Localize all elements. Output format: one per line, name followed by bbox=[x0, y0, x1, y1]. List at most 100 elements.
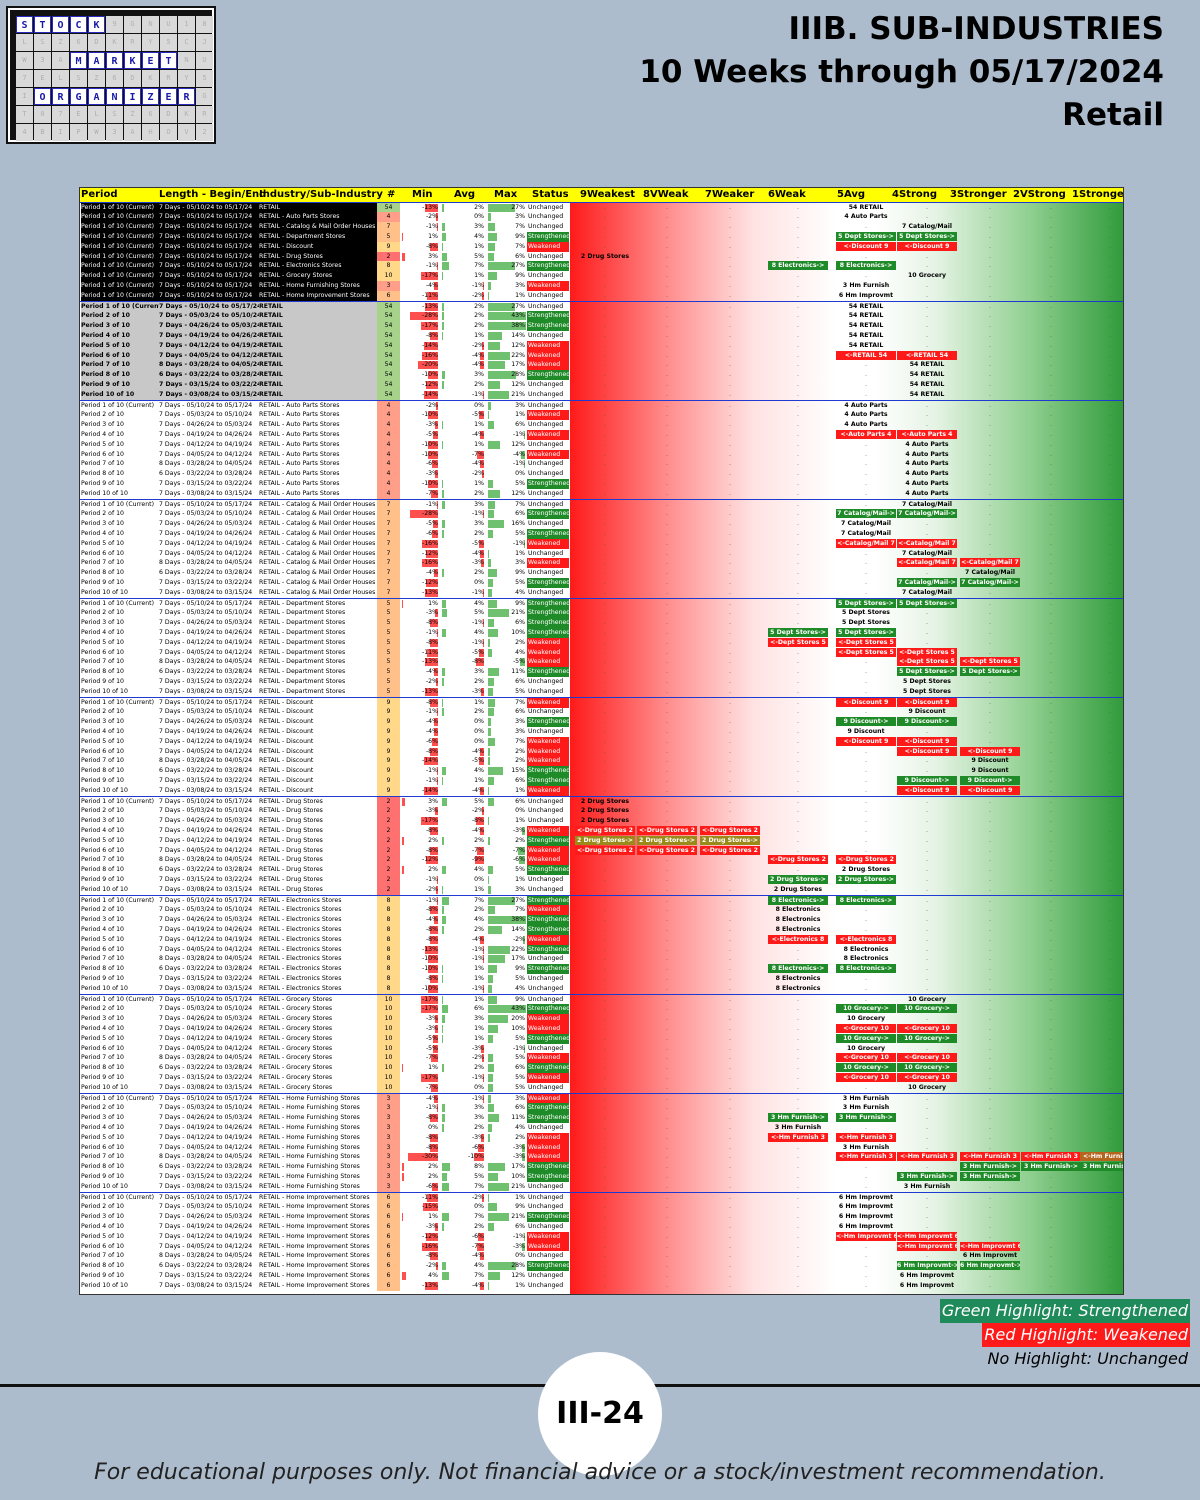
cell-per: Period 4 of 10 bbox=[81, 1024, 124, 1032]
level-dot: . bbox=[989, 717, 991, 725]
status-cell: Weakened bbox=[527, 281, 569, 292]
level-dot: . bbox=[865, 381, 867, 389]
cell-len: 7 Days - 03/08/24 to 03/15/24 bbox=[159, 1084, 253, 1092]
level-dot: . bbox=[1109, 402, 1111, 409]
cell-max: 14% bbox=[486, 925, 527, 935]
value-bar bbox=[488, 915, 526, 924]
level-dot: . bbox=[797, 1202, 799, 1210]
level-dot: . bbox=[926, 955, 928, 963]
cell-max: 2% bbox=[486, 1133, 527, 1143]
level-dot: . bbox=[666, 668, 668, 676]
level-dot: . bbox=[604, 1103, 606, 1111]
cell-max: -3% bbox=[512, 1242, 525, 1251]
status-cell: Weakened bbox=[527, 786, 569, 796]
value-bar bbox=[488, 757, 490, 766]
status-cell: Strengthened bbox=[527, 310, 569, 321]
cell-len: 7 Days - 04/12/24 to 04/19/24 bbox=[159, 539, 253, 547]
cell-avg: 2% bbox=[440, 1123, 486, 1133]
level-dot: . bbox=[926, 608, 928, 616]
cell-per: Period 1 of 10 (Current) bbox=[81, 211, 159, 222]
level-dot: . bbox=[989, 985, 991, 993]
level-dot: . bbox=[797, 589, 799, 597]
level-dot: . bbox=[666, 1153, 668, 1161]
cell-num: 5 bbox=[377, 647, 400, 658]
value-bar bbox=[435, 1222, 438, 1231]
table-row: Period 1 of 10 (Current) 7 Days - 05/10/2… bbox=[80, 697, 1123, 708]
status-cell: Weakened bbox=[527, 756, 569, 767]
cell-ind: RETAIL - Home Improvement Stores bbox=[259, 1282, 370, 1290]
level-dot: . bbox=[989, 618, 991, 626]
level-dot: . bbox=[604, 1034, 606, 1042]
level-dot: . bbox=[1109, 707, 1111, 715]
level-dot: . bbox=[865, 846, 867, 854]
table-row: Period 2 of 10 7 Days - 05/03/24 to 05/10… bbox=[80, 1003, 1123, 1014]
level-dot: . bbox=[797, 579, 799, 587]
value-bar bbox=[479, 757, 484, 766]
level-dot: . bbox=[1109, 569, 1111, 577]
level-dot: . bbox=[729, 806, 731, 814]
table-row: Period 5 of 10 7 Days - 04/12/24 to 04/19… bbox=[80, 1033, 1123, 1044]
level-dot: . bbox=[729, 282, 731, 290]
level-dot: . bbox=[729, 430, 731, 438]
level-dot: . bbox=[989, 311, 991, 319]
cell-per: Period 2 of 10 bbox=[81, 1004, 124, 1012]
cell-avg: -7% bbox=[471, 450, 484, 459]
strength-tag: <-Discount 9 bbox=[836, 241, 896, 251]
table-row: Period 1 of 10 (Current) 7 Days - 05/10/2… bbox=[80, 231, 1123, 242]
logo-cell: D bbox=[88, 34, 105, 51]
level-dot: . bbox=[989, 699, 991, 706]
strength-tag: 2 Drug Stores-> bbox=[700, 835, 760, 845]
level-dot: . bbox=[865, 341, 867, 349]
cell-min: -12% bbox=[422, 381, 438, 390]
level-dot: . bbox=[797, 1153, 799, 1161]
level-dot: . bbox=[1050, 826, 1052, 834]
level-dot: . bbox=[1050, 1202, 1052, 1210]
cell-per: Period 1 of 10 (Current) bbox=[81, 402, 155, 409]
strength-tag: <-Discount 9 bbox=[836, 698, 896, 707]
level-dot: . bbox=[604, 1064, 606, 1072]
level-dot: . bbox=[729, 767, 731, 775]
strength-tag: <-Grocery 10 bbox=[836, 1023, 896, 1033]
cell-max: 12% bbox=[486, 489, 527, 499]
cell-avg: -1% bbox=[471, 945, 484, 954]
value-bar bbox=[488, 1272, 500, 1281]
cell-len: 7 Days - 05/10/24 to 05/17/24 bbox=[159, 798, 253, 805]
cell-ind: RETAIL - Catalog & Mail Order Houses bbox=[259, 579, 376, 587]
cell-ind: RETAIL - Electronics Stores bbox=[259, 965, 342, 973]
cell-max: -1% bbox=[512, 430, 525, 439]
strength-tag: 2 Drug Stores-> bbox=[836, 875, 896, 885]
value-bar bbox=[437, 222, 438, 231]
level-dot: . bbox=[604, 351, 606, 359]
status-cell: Weakened bbox=[527, 1094, 569, 1104]
cell-max: 28% bbox=[486, 1261, 527, 1271]
table-row: Period 5 of 10 7 Days - 04/12/24 to 04/19… bbox=[80, 439, 1123, 450]
table-row: Period 4 of 10 7 Days - 04/19/24 to 04/26… bbox=[80, 627, 1123, 638]
level-dot: . bbox=[604, 549, 606, 557]
cell-per: Period 3 of 10 bbox=[81, 915, 124, 923]
status-cell: Strengthened bbox=[527, 370, 569, 381]
level-dot: . bbox=[926, 303, 928, 310]
value-bar bbox=[488, 579, 493, 588]
legend: Green Highlight: Strengthened Red Highli… bbox=[939, 1299, 1190, 1371]
level-dot: . bbox=[865, 1014, 867, 1022]
cell-len: 7 Days - 04/26/24 to 05/03/24 bbox=[159, 420, 253, 428]
cell-min: -10% bbox=[422, 440, 438, 449]
strength-tag: 3 Hm Furnish-> bbox=[768, 1112, 828, 1122]
cell-avg: 0% bbox=[474, 402, 484, 409]
level-dot: . bbox=[604, 1074, 606, 1082]
cell-ind: RETAIL - Electronics Stores bbox=[259, 261, 377, 272]
level-dot: . bbox=[729, 996, 731, 1003]
status-cell: Unchanged bbox=[528, 460, 564, 468]
cell-avg: -7% bbox=[471, 1242, 484, 1251]
level-dot: . bbox=[666, 391, 668, 399]
level-dot: . bbox=[1050, 1044, 1052, 1052]
cell-max: 12% bbox=[486, 341, 527, 351]
level-dot: . bbox=[666, 204, 668, 211]
level-dot: . bbox=[666, 1252, 668, 1260]
level-dot: . bbox=[1050, 480, 1052, 488]
cell-per: Period 7 of 10 bbox=[81, 658, 124, 666]
cell-per: Period 9 of 10 bbox=[81, 1074, 124, 1082]
level-dot: . bbox=[1109, 1183, 1111, 1191]
level-dot: . bbox=[666, 311, 668, 319]
strength-tag: <-Discount 9 bbox=[897, 786, 957, 796]
